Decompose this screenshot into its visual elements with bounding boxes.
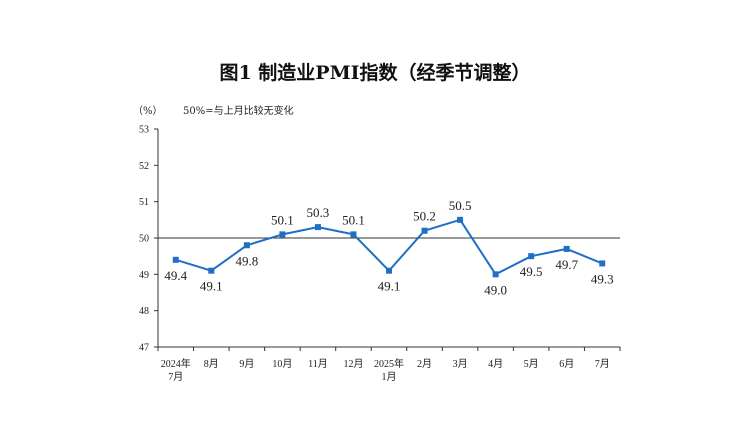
x-tick-label: 8月: [204, 358, 219, 370]
data-label: 49.3: [591, 271, 614, 286]
y-tick-label: 50: [139, 234, 149, 245]
data-label: 50.5: [449, 198, 472, 213]
x-tick-label: 5月: [524, 358, 539, 370]
data-point-marker: [563, 245, 570, 252]
data-label: 50.1: [342, 212, 365, 227]
data-label: 50.2: [413, 209, 436, 224]
x-tick-label: 6月: [559, 358, 574, 370]
x-tick-label: 10月: [272, 358, 292, 370]
data-label: 49.8: [235, 253, 258, 268]
x-tick-label: 11月: [308, 358, 328, 370]
data-label: 49.4: [164, 268, 187, 283]
x-tick-label: 1月: [382, 371, 397, 383]
y-tick-label: 47: [139, 343, 149, 354]
x-tick-label: 7月: [168, 371, 183, 383]
data-point-marker: [243, 242, 250, 249]
x-tick-label: 9月: [239, 358, 254, 370]
data-point-marker: [421, 227, 428, 234]
y-tick-label: 49: [139, 270, 149, 281]
y-tick-label: 51: [139, 197, 149, 208]
x-tick-label: 12月: [343, 358, 363, 370]
y-unit-label: （%）: [133, 105, 163, 117]
x-tick-label: 3月: [453, 358, 468, 370]
data-label: 49.5: [520, 264, 543, 279]
data-label: 50.1: [271, 212, 294, 227]
data-label: 50.3: [307, 205, 330, 220]
y-tick-label: 53: [139, 125, 149, 136]
data-point-marker: [599, 260, 606, 267]
x-tick-label: 7月: [595, 358, 610, 370]
data-point-marker: [208, 267, 215, 274]
y-tick-label: 48: [139, 306, 149, 317]
data-point-marker: [457, 216, 464, 223]
data-label: 49.1: [378, 279, 401, 294]
data-label: 49.1: [200, 279, 223, 294]
data-point-marker: [314, 224, 321, 231]
data-point-marker: [492, 271, 499, 278]
data-label: 49.7: [555, 257, 578, 272]
chart-title: 图1 制造业PMI指数（经季节调整）: [219, 61, 530, 84]
x-tick-label: 2024年: [161, 357, 191, 370]
data-point-marker: [279, 231, 286, 238]
data-point-marker: [350, 231, 357, 238]
x-tick-label: 2月: [417, 358, 432, 370]
data-point-marker: [172, 256, 179, 263]
x-tick-label: 2025年: [374, 357, 404, 370]
data-point-marker: [386, 267, 392, 274]
y-tick-label: 52: [139, 161, 149, 172]
data-point-marker: [528, 253, 535, 260]
x-tick-label: 4月: [488, 358, 503, 370]
reference-note: 50%=与上月比较无变化: [183, 104, 294, 117]
data-label: 49.0: [484, 282, 507, 297]
